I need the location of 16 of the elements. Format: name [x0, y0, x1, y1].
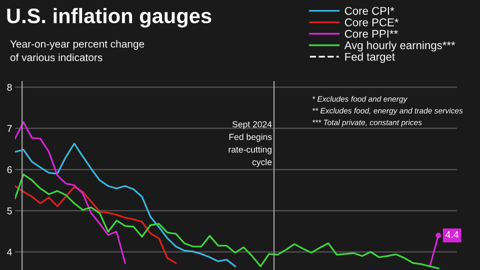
legend-label: Core PCE*	[344, 18, 399, 26]
data-label: 4.4	[446, 231, 459, 238]
legend-label: Core PPI**	[344, 30, 398, 38]
y-tick-label: 4	[7, 248, 12, 256]
line-series	[15, 174, 440, 270]
annotation: Sept 2024 Fed begins rate-cutting cycle	[228, 121, 272, 167]
legend-label: Avg hourly earnings***	[344, 41, 456, 52]
chart-subtitle: Year-on-year percent change of various indicators	[10, 40, 144, 62]
y-tick-label: 7	[7, 125, 12, 132]
y-tick-label: 6	[7, 166, 12, 174]
chart-title: U.S. inflation gauges	[7, 8, 212, 28]
y-tick-label: 5	[7, 208, 12, 214]
legend-label: Core CPI*	[344, 6, 394, 15]
line-series	[15, 185, 177, 264]
y-tick-label: 8	[7, 84, 12, 91]
legend-label: Fed target	[345, 52, 395, 63]
